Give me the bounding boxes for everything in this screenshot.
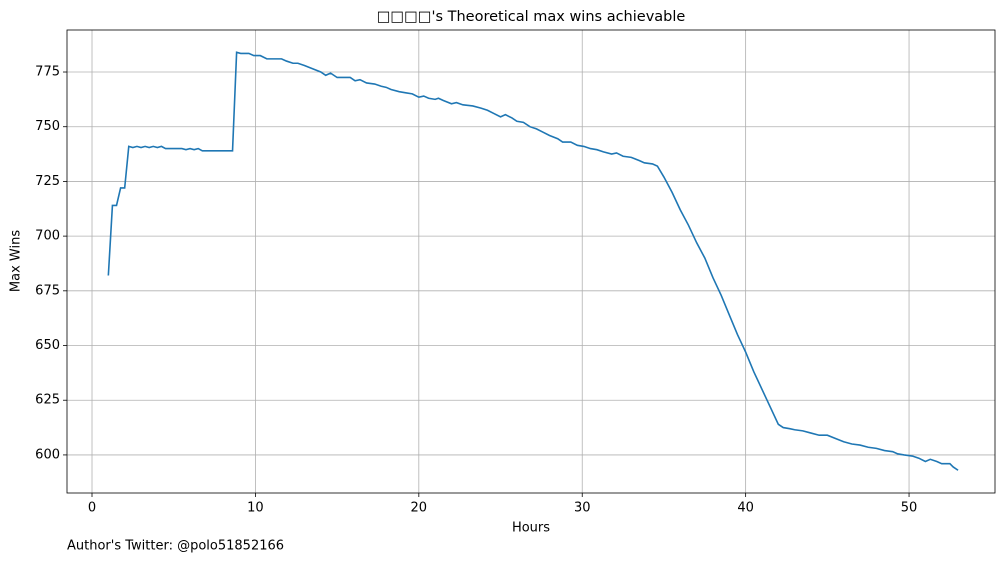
y-tick-label: 700 [35, 229, 60, 244]
x-tick-label: 20 [411, 501, 428, 516]
x-tick-label: 10 [247, 501, 264, 516]
y-tick-label: 675 [35, 283, 60, 298]
data-line [107, 51, 959, 471]
x-axis-label: Hours [512, 521, 550, 536]
y-tick-label: 600 [35, 447, 60, 462]
x-tick-label: 0 [88, 501, 96, 516]
y-axis-label: Max Wins [9, 230, 24, 292]
chart-title: □□□□'s Theoretical max wins achievable [377, 9, 686, 25]
y-tick-label: 750 [35, 119, 60, 134]
annotation: Author's Twitter: @polo51852166 [67, 539, 284, 554]
y-tick-label: 650 [35, 338, 60, 353]
y-tick-label: 625 [35, 393, 60, 408]
x-tick-label: 30 [574, 501, 591, 516]
y-tick-label: 775 [35, 65, 60, 80]
y-tick-label: 725 [35, 174, 60, 189]
plot-frame [66, 29, 996, 494]
x-tick-label: 40 [737, 501, 754, 516]
x-tick-label: 50 [901, 501, 918, 516]
